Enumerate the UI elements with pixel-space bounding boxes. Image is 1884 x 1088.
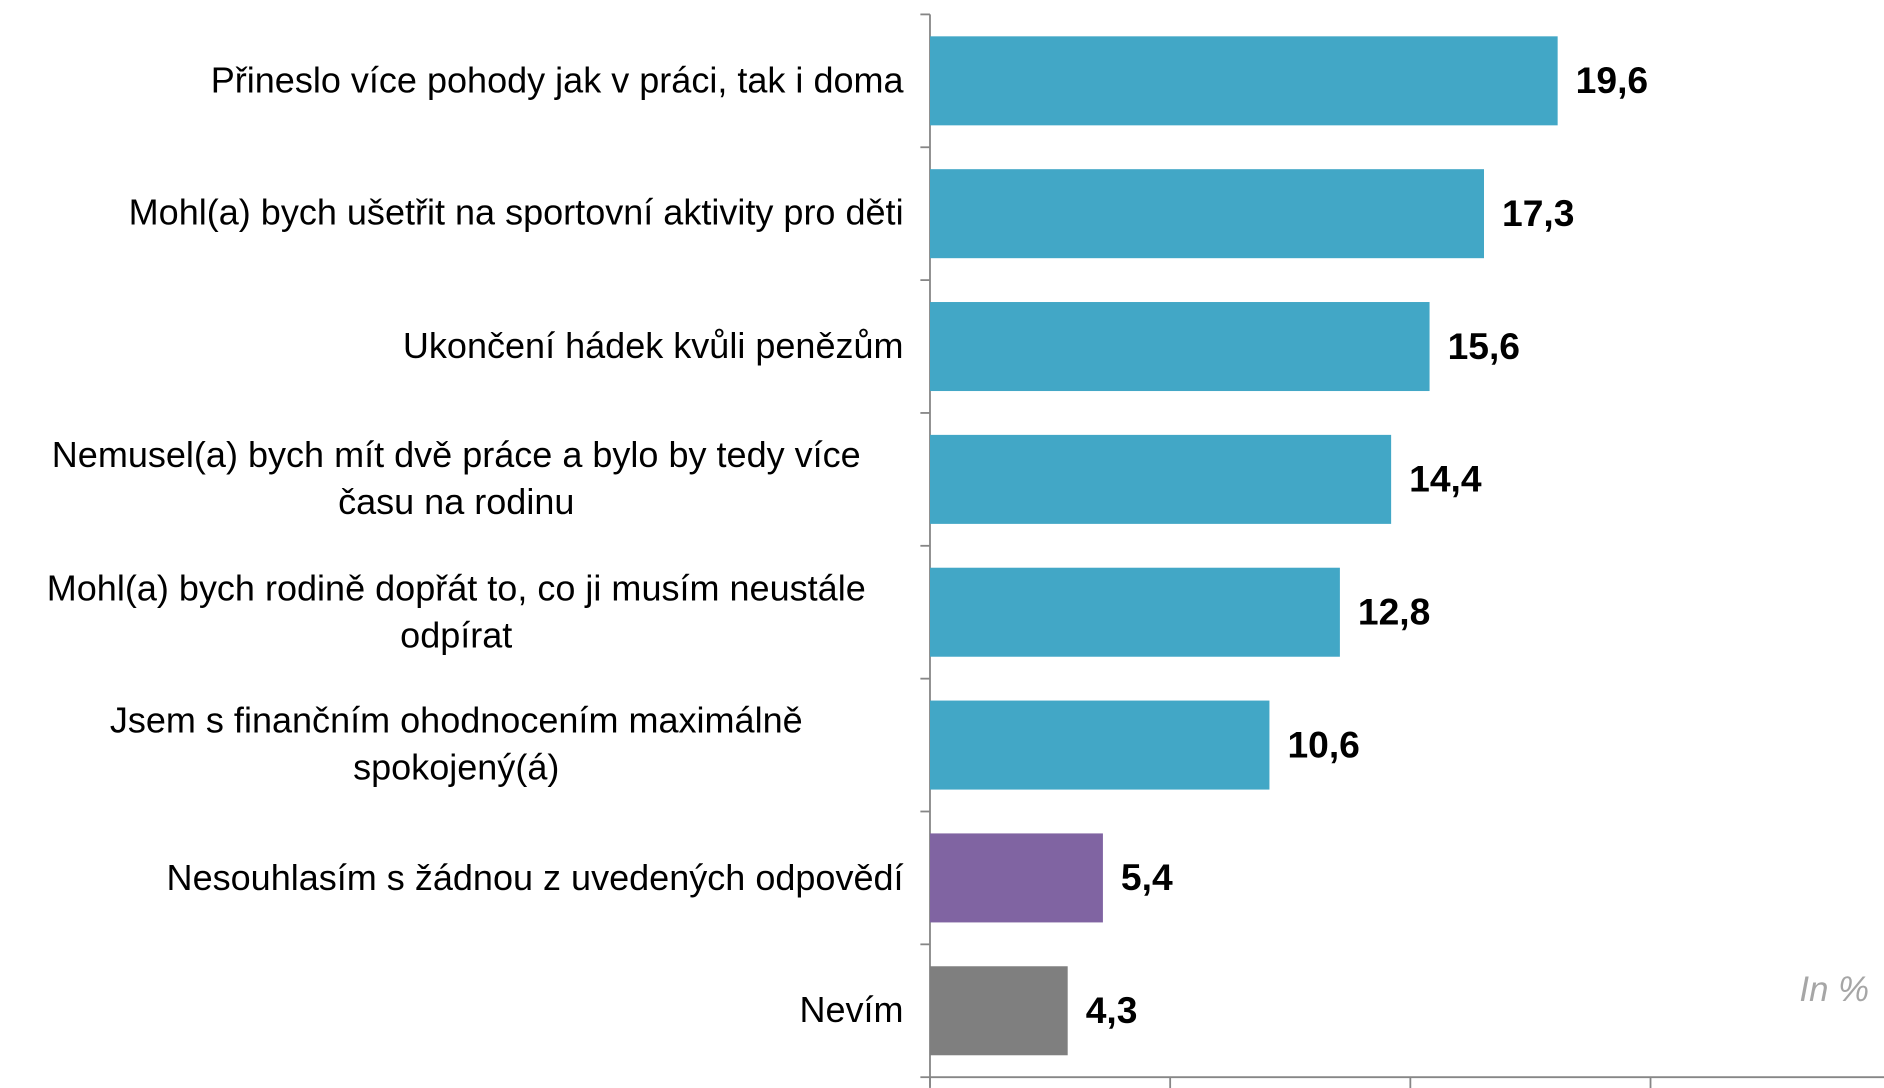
category-label-box: Nesouhlasím s žádnou z uvedených odpověd… — [9, 812, 904, 944]
value-label: 14,4 — [1409, 458, 1482, 500]
annotation: In % — [1799, 970, 1869, 1009]
bar — [929, 966, 1068, 1056]
category-label-box: Nevím — [9, 945, 904, 1077]
value-label: 4,3 — [1086, 989, 1138, 1031]
category-label-box: Mohl(a) bych rodině dopřát to, co ji mus… — [9, 546, 904, 678]
category-label: Nemusel(a) bych mít dvě práce a bylo by … — [51, 436, 861, 523]
bar — [929, 700, 1270, 790]
category-label: Nevím — [799, 990, 904, 1031]
value-label: 10,6 — [1287, 723, 1359, 765]
value-label: 15,6 — [1448, 325, 1520, 367]
category-label-box: Nemusel(a) bych mít dvě práce a bylo by … — [9, 413, 904, 545]
category-label: Mohl(a) bych rodině dopřát to, co ji mus… — [46, 568, 866, 656]
bar — [929, 567, 1340, 657]
category-label-box: Jsem s finančním ohodnocením maximálně s… — [9, 679, 904, 811]
bar — [929, 169, 1484, 259]
category-label-box: Přineslo více pohody jak v práci, tak i … — [9, 15, 904, 147]
category-labels: Přineslo více pohody jak v práci, tak i … — [9, 15, 904, 1077]
bar — [929, 833, 1103, 923]
category-label-box: Mohl(a) bych ušetřit na sportovní aktivi… — [9, 148, 904, 280]
value-label: 17,3 — [1502, 192, 1574, 234]
category-label: Jsem s finančním ohodnocením maximálně s… — [109, 701, 803, 789]
bar — [929, 302, 1430, 392]
category-label: Nesouhlasím s žádnou z uvedených odpověd… — [166, 858, 904, 898]
value-label: 19,6 — [1576, 59, 1648, 101]
category-label: Mohl(a) bych ušetřit na sportovní aktivi… — [128, 193, 904, 234]
bar — [929, 36, 1558, 126]
category-label-box: Ukončení hádek kvůli penězům — [9, 280, 904, 412]
value-label: 5,4 — [1121, 856, 1173, 898]
category-label: Ukončení hádek kvůli penězům — [402, 326, 904, 367]
category-label: Přineslo více pohody jak v práci, tak i … — [210, 61, 904, 101]
bar — [929, 434, 1392, 524]
value-label: 12,8 — [1358, 590, 1430, 632]
